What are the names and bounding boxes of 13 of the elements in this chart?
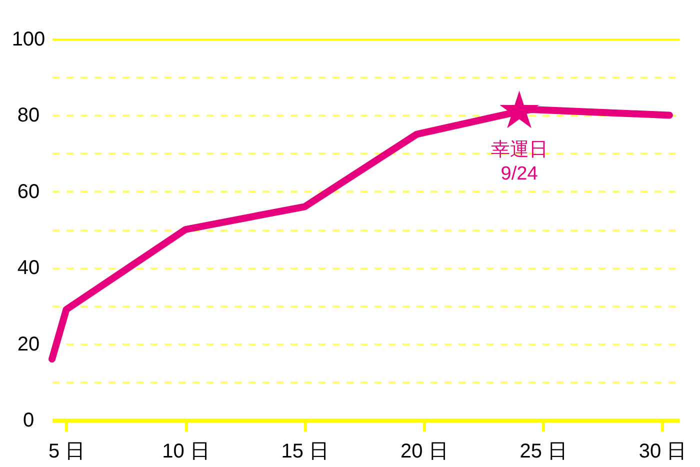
x-tick-label: 30 日 [638,440,687,462]
y-tick-label: 100 [12,28,46,50]
y-tick-label: 20 [17,333,40,356]
x-tick-label: 5 日 [48,440,86,462]
y-tick-label: 40 [17,257,40,280]
y-tick-label: 60 [17,180,40,203]
y-tick-label: 80 [17,104,40,127]
x-tick-label: 10 日 [162,440,210,462]
annotation: 幸運日 9/24 [490,139,548,184]
x-tick-label: 15 日 [281,440,330,462]
y-tick-label: 0 [22,410,34,432]
x-tick-label: 20 日 [400,440,448,462]
x-tick-label: 25 日 [520,440,568,462]
